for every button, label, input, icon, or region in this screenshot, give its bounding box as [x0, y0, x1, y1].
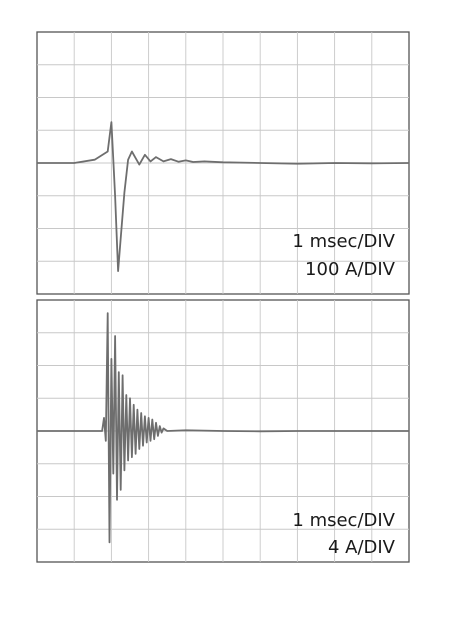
bottom-amplitude-scale-label: 4 A/DIV	[328, 537, 396, 558]
bottom-time-scale-label: 1 msec/DIV	[292, 510, 395, 531]
bottom-waveform-trace	[37, 312, 409, 544]
bottom-scope-panel: 1 msec/DIV 4 A/DIV	[36, 299, 410, 563]
top-amplitude-scale-label: 100 A/DIV	[305, 259, 396, 280]
top-scope-panel: 1 msec/DIV 100 A/DIV	[36, 31, 410, 295]
top-time-scale-label: 1 msec/DIV	[292, 231, 395, 252]
top-waveform-trace	[37, 121, 410, 273]
